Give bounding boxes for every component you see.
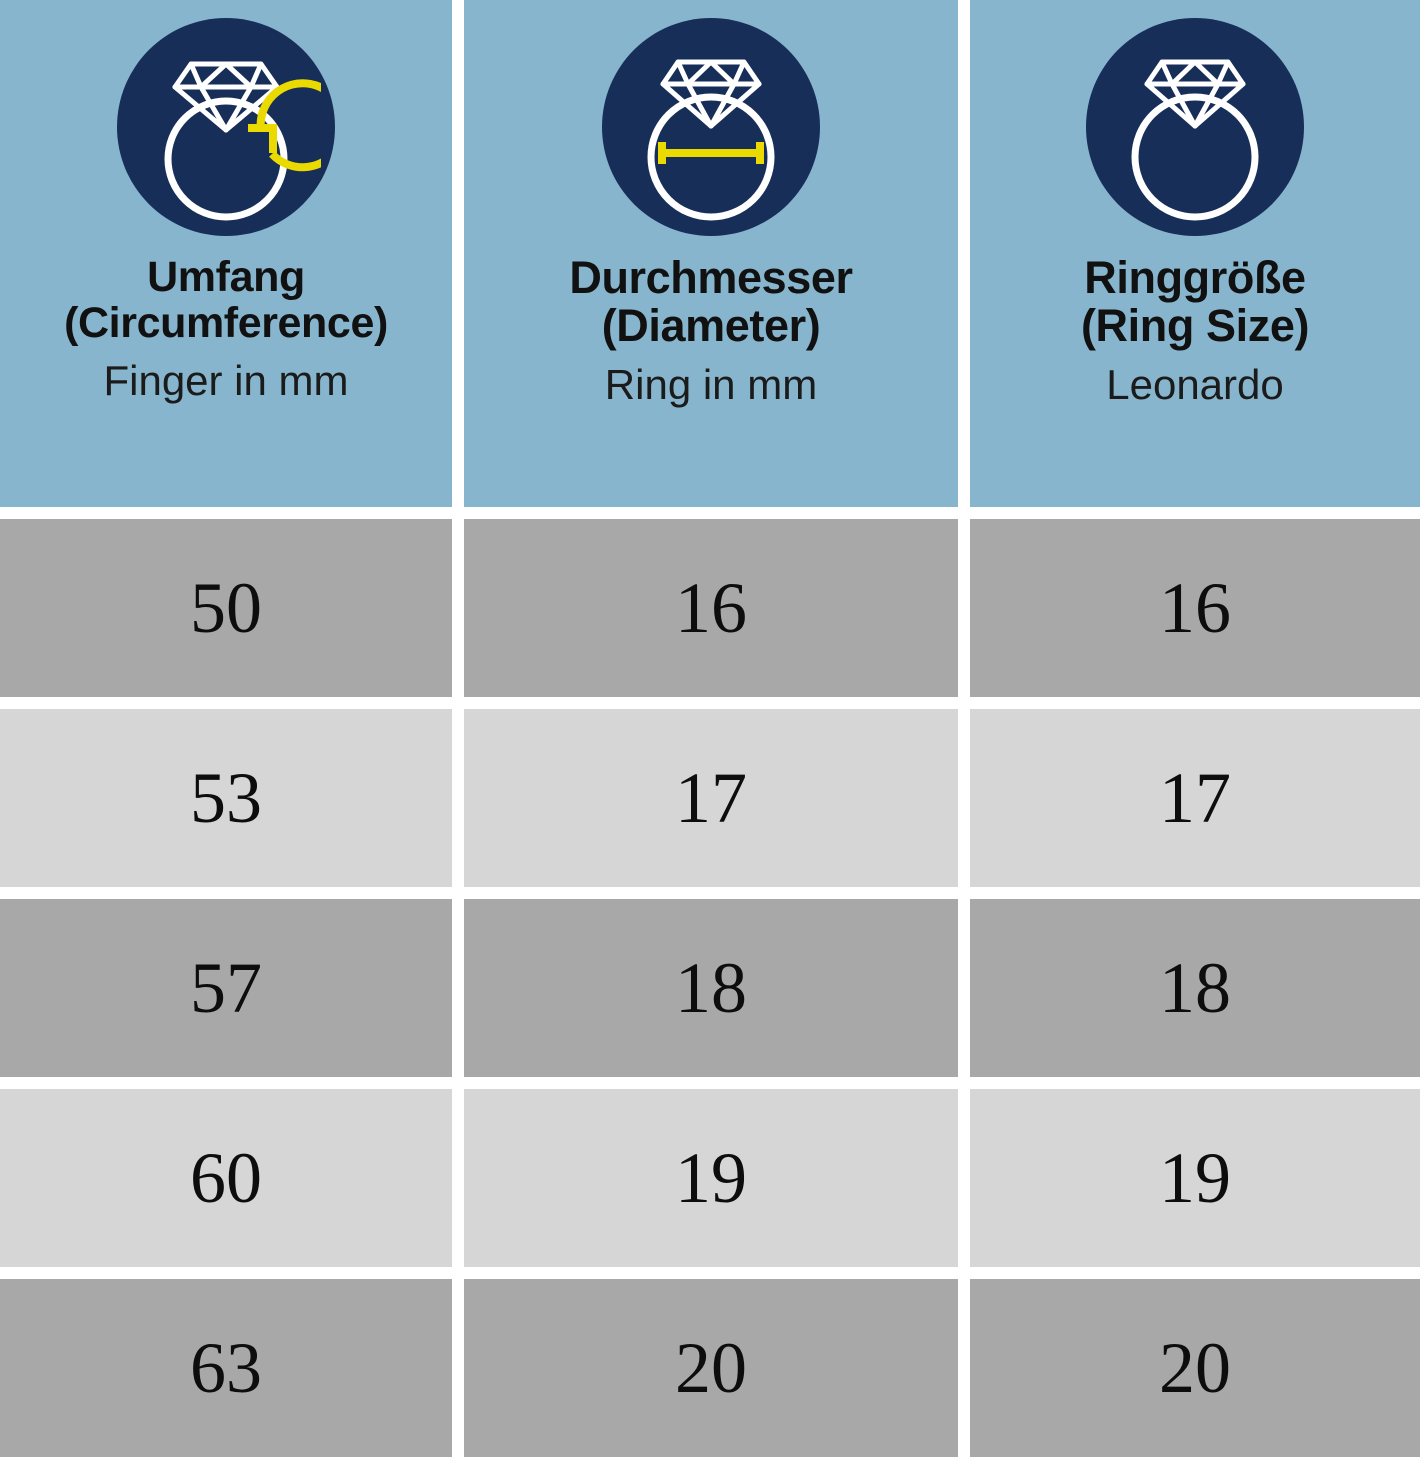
cell-ring-size: 20 bbox=[970, 1279, 1420, 1457]
header-title-circumference: Umfang (Circumference) bbox=[64, 254, 388, 346]
cell-diameter: 17 bbox=[464, 709, 958, 887]
cell-ring-size: 19 bbox=[970, 1089, 1420, 1267]
cell-circumference: 63 bbox=[0, 1279, 452, 1457]
row-gap bbox=[0, 887, 1420, 899]
column-gap bbox=[452, 899, 464, 1077]
header-title-diameter: Durchmesser (Diameter) bbox=[569, 252, 853, 352]
row-gap bbox=[0, 1077, 1420, 1089]
table-row: 53 17 17 bbox=[0, 709, 1420, 887]
column-gap bbox=[958, 519, 970, 697]
header-subtitle-circumference: Finger in mm bbox=[103, 357, 349, 404]
column-gap bbox=[958, 709, 970, 887]
ring-diameter-icon bbox=[602, 18, 820, 236]
header-subtitle-diameter: Ring in mm bbox=[604, 361, 818, 409]
row-gap bbox=[0, 1267, 1420, 1279]
header-cell-diameter: Durchmesser (Diameter) Ring in mm bbox=[464, 0, 958, 507]
header-title-line1: Durchmesser bbox=[569, 252, 853, 303]
row-gap bbox=[0, 697, 1420, 709]
chart-header-row: Umfang (Circumference) Finger in mm bbox=[0, 0, 1420, 507]
header-subtitle-ring-size: Leonardo bbox=[1106, 361, 1284, 409]
column-gap bbox=[958, 1279, 970, 1457]
column-gap bbox=[452, 1089, 464, 1267]
table-row: 63 20 20 bbox=[0, 1279, 1420, 1457]
cell-diameter: 19 bbox=[464, 1089, 958, 1267]
column-gap bbox=[452, 1279, 464, 1457]
column-gap bbox=[958, 899, 970, 1077]
column-gap bbox=[452, 709, 464, 887]
header-title-line2: (Ring Size) bbox=[1080, 300, 1310, 352]
cell-diameter: 20 bbox=[464, 1279, 958, 1457]
table-row: 57 18 18 bbox=[0, 899, 1420, 1077]
row-gap bbox=[0, 507, 1420, 519]
header-title-line2: (Circumference) bbox=[64, 299, 388, 347]
column-gap bbox=[958, 0, 970, 507]
cell-circumference: 50 bbox=[0, 519, 452, 697]
cell-circumference: 53 bbox=[0, 709, 452, 887]
header-title-line2: (Diameter) bbox=[601, 300, 821, 352]
cell-circumference: 60 bbox=[0, 1089, 452, 1267]
cell-circumference: 57 bbox=[0, 899, 452, 1077]
ring-icon bbox=[1086, 18, 1304, 236]
cell-diameter: 16 bbox=[464, 519, 958, 697]
table-row: 60 19 19 bbox=[0, 1089, 1420, 1267]
column-gap bbox=[958, 1089, 970, 1267]
column-gap bbox=[452, 0, 464, 507]
header-cell-circumference: Umfang (Circumference) Finger in mm bbox=[0, 0, 452, 507]
header-title-line1: Umfang bbox=[147, 253, 305, 301]
ring-circumference-icon bbox=[117, 18, 335, 236]
cell-ring-size: 17 bbox=[970, 709, 1420, 887]
cell-diameter: 18 bbox=[464, 899, 958, 1077]
cell-ring-size: 16 bbox=[970, 519, 1420, 697]
header-title-line1: Ringgröße bbox=[1084, 252, 1306, 303]
header-cell-ring-size: Ringgröße (Ring Size) Leonardo bbox=[970, 0, 1420, 507]
table-row: 50 16 16 bbox=[0, 519, 1420, 697]
cell-ring-size: 18 bbox=[970, 899, 1420, 1077]
column-gap bbox=[452, 519, 464, 697]
header-title-ring-size: Ringgröße (Ring Size) bbox=[1080, 252, 1310, 352]
